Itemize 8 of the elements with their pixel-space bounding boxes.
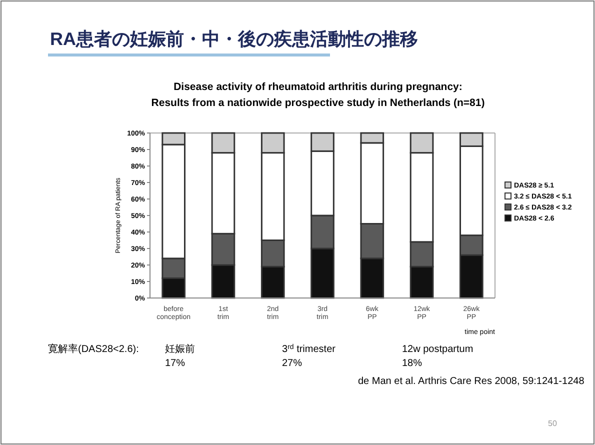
text: de Man et al. Arthris Care Res 2008, 59:1241-1248: [358, 376, 585, 387]
chart-title: RA患者の妊娠前・中・後の疾患活動性の推移: [50, 29, 418, 49]
text: 3$^{rd}$ trimester 27%: [282, 342, 336, 369]
text: 寛解率(DAS28<2.6):: [48, 343, 139, 355]
text: 12w postpartum 18%: [402, 344, 474, 369]
text: 50: [548, 419, 558, 428]
text: 妊娠前 17%: [165, 343, 195, 369]
chart-subtitle: Disease activity of rheumatoid arthritis during pregnancy: Results from a nationwide prospective study in Netherlands (n=81): [151, 81, 485, 109]
